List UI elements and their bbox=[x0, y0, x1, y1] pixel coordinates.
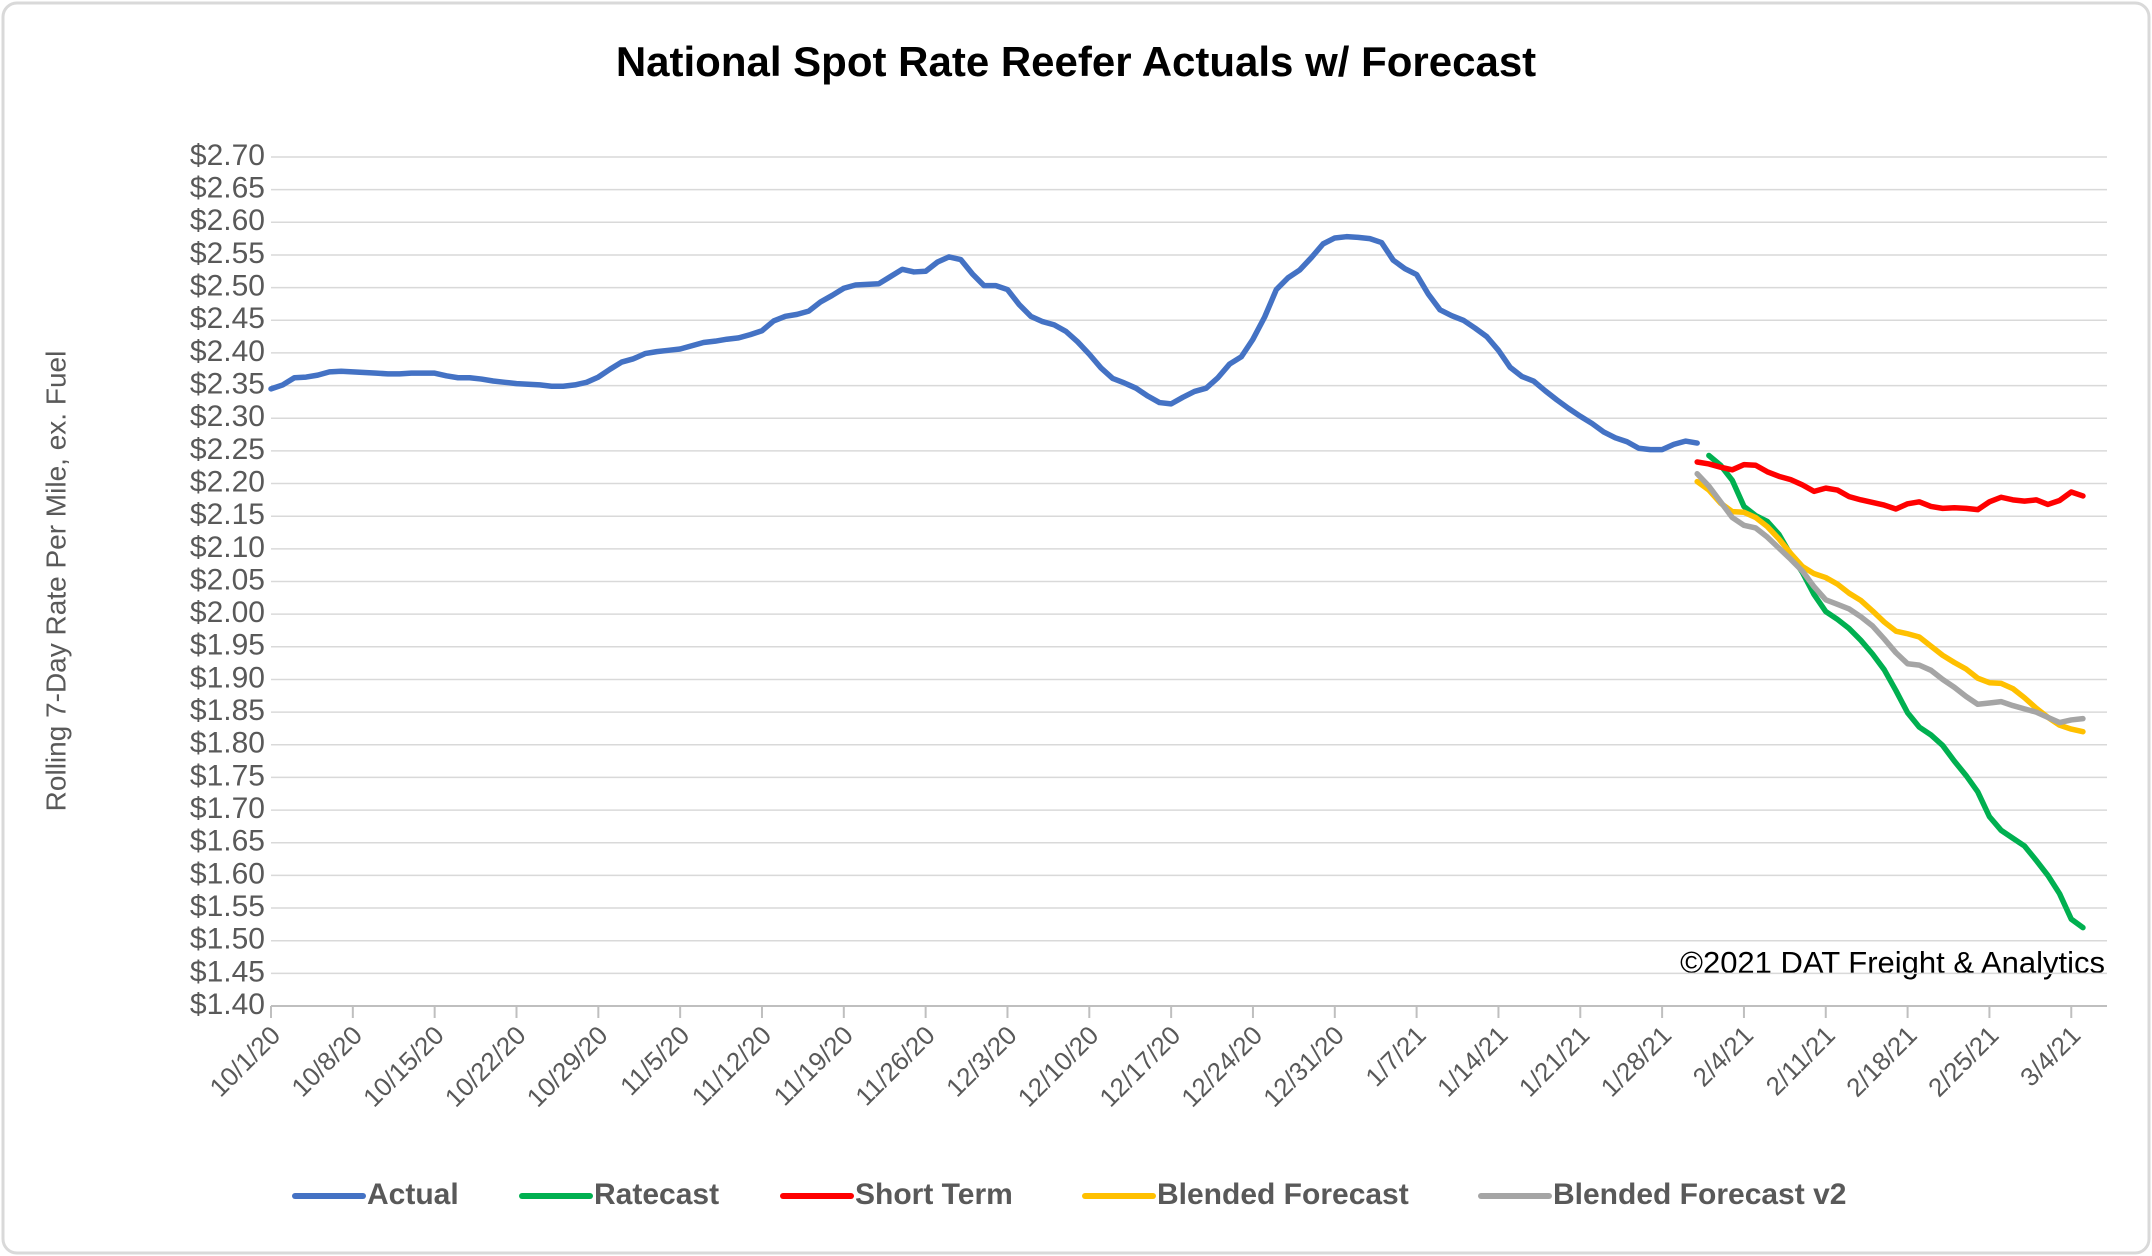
y-tick-label: $2.25 bbox=[190, 433, 265, 466]
y-tick-label: $2.05 bbox=[190, 563, 265, 596]
y-tick-label: $2.50 bbox=[190, 270, 265, 303]
y-tick-label: $2.40 bbox=[190, 335, 265, 368]
legend-item: Ratecast bbox=[519, 1178, 719, 1211]
legend-item: Blended Forecast v2 bbox=[1478, 1178, 1846, 1211]
series-line bbox=[268, 233, 1700, 453]
y-tick-label: $2.20 bbox=[190, 465, 265, 498]
series-line bbox=[1694, 478, 2086, 735]
legend-label: Ratecast bbox=[594, 1178, 719, 1211]
legend-item: Actual bbox=[292, 1178, 459, 1211]
legend-item: Blended Forecast bbox=[1082, 1178, 1409, 1211]
y-tick-label: $2.30 bbox=[190, 400, 265, 433]
y-tick-label: $2.00 bbox=[190, 596, 265, 629]
y-tick-label: $1.95 bbox=[190, 629, 265, 662]
y-tick-label: $2.35 bbox=[190, 367, 265, 400]
series-line bbox=[1706, 452, 2086, 931]
y-tick-label: $1.60 bbox=[190, 857, 265, 890]
chart-title: National Spot Rate Reefer Actuals w/ For… bbox=[616, 38, 1536, 85]
y-tick-label: $1.90 bbox=[190, 661, 265, 694]
y-tick-label: $2.15 bbox=[190, 498, 265, 531]
y-tick-label: $1.70 bbox=[190, 792, 265, 825]
series-line bbox=[1694, 459, 2086, 513]
y-tick-label: $2.55 bbox=[190, 237, 265, 270]
legend-label: Actual bbox=[367, 1178, 459, 1211]
legend-label: Short Term bbox=[855, 1178, 1013, 1211]
legend-item: Short Term bbox=[780, 1178, 1013, 1211]
y-tick-label: $2.60 bbox=[190, 204, 265, 237]
y-tick-label: $1.80 bbox=[190, 727, 265, 760]
y-axis-label: Rolling 7-Day Rate Per Mile, ex. Fuel bbox=[40, 351, 71, 812]
y-tick-label: $2.70 bbox=[190, 139, 265, 172]
series-line bbox=[1694, 470, 2086, 726]
y-tick-label: $1.55 bbox=[190, 890, 265, 923]
legend-label: Blended Forecast v2 bbox=[1553, 1178, 1846, 1211]
y-tick-label: $1.50 bbox=[190, 923, 265, 956]
y-tick-label: $1.85 bbox=[190, 694, 265, 727]
y-tick-label: $1.65 bbox=[190, 825, 265, 858]
annotation: ©2021 DAT Freight & Analytics bbox=[1680, 945, 2105, 980]
y-tick-label: $1.75 bbox=[190, 759, 265, 792]
y-tick-label: $2.10 bbox=[190, 531, 265, 564]
y-tick-label: $2.65 bbox=[190, 172, 265, 205]
y-tick-label: $1.45 bbox=[190, 955, 265, 988]
y-tick-label: $2.45 bbox=[190, 302, 265, 335]
legend-label: Blended Forecast bbox=[1157, 1178, 1409, 1211]
y-tick-label: $1.40 bbox=[190, 988, 265, 1021]
